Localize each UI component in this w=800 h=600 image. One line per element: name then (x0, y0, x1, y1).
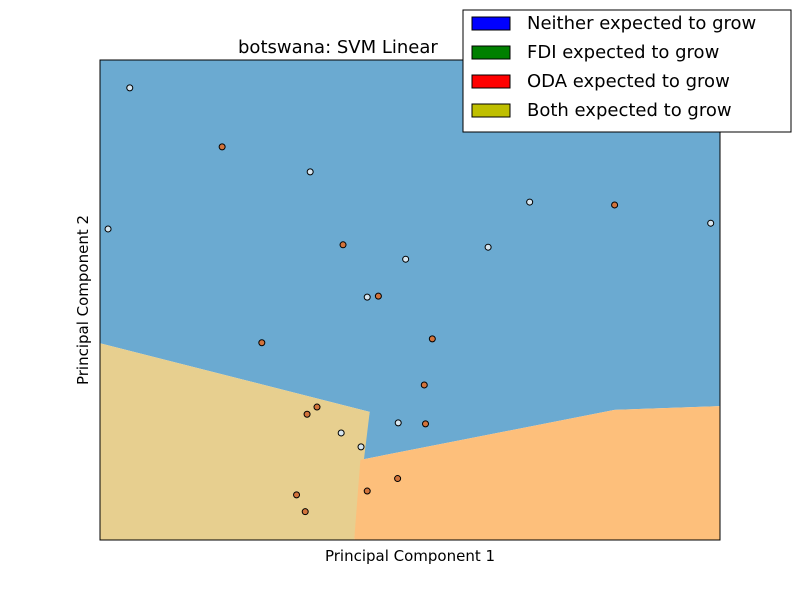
scatter-point (420, 381, 428, 389)
scatter-point (313, 403, 321, 411)
plot-frame (99, 59, 721, 541)
scatter-point (126, 84, 134, 92)
scatter-point (301, 508, 309, 516)
scatter-point (394, 419, 402, 427)
scatter-point (428, 335, 436, 343)
scatter-point (611, 201, 619, 209)
scatter-point (484, 243, 492, 251)
scatter-point (303, 410, 311, 418)
scatter-point (363, 487, 371, 495)
legend-swatch (471, 16, 511, 31)
chart-title: botswana: SVM Linear (238, 37, 438, 58)
scatter-point (374, 292, 382, 300)
scatter-point (363, 293, 371, 301)
region-oda-expected-to-grow (354, 406, 720, 540)
region-both-expected-to-grow (100, 343, 370, 540)
x-axis-label: Principal Component 1 (325, 547, 495, 565)
scatter-point (293, 491, 301, 499)
legend-swatch (471, 74, 511, 89)
legend-label: Both expected to grow (527, 100, 732, 121)
decision-regions (100, 60, 720, 540)
scatter-point (339, 241, 347, 249)
legend-label: ODA expected to grow (527, 71, 730, 92)
legend: Neither expected to grow FDI expected to … (462, 9, 792, 133)
scatter-point (526, 198, 534, 206)
scatter-point (357, 443, 365, 451)
scatter-point (337, 429, 345, 437)
legend-label: FDI expected to grow (527, 42, 719, 63)
scatter-point (218, 143, 226, 151)
scatter-point (306, 168, 314, 176)
legend-swatch (471, 45, 511, 60)
legend-swatch (471, 103, 511, 118)
scatter-point (258, 339, 266, 347)
legend-label: Neither expected to grow (527, 13, 756, 34)
scatter-point (707, 219, 715, 227)
scatter-points (104, 84, 715, 516)
scatter-point (394, 475, 402, 483)
y-axis-label: Principal Component 2 (74, 215, 92, 385)
legend-box (462, 9, 792, 133)
scatter-point (104, 225, 112, 233)
scatter-point (422, 420, 429, 428)
scatter-point (402, 255, 410, 263)
region-neither-expected-to-grow (100, 60, 720, 460)
